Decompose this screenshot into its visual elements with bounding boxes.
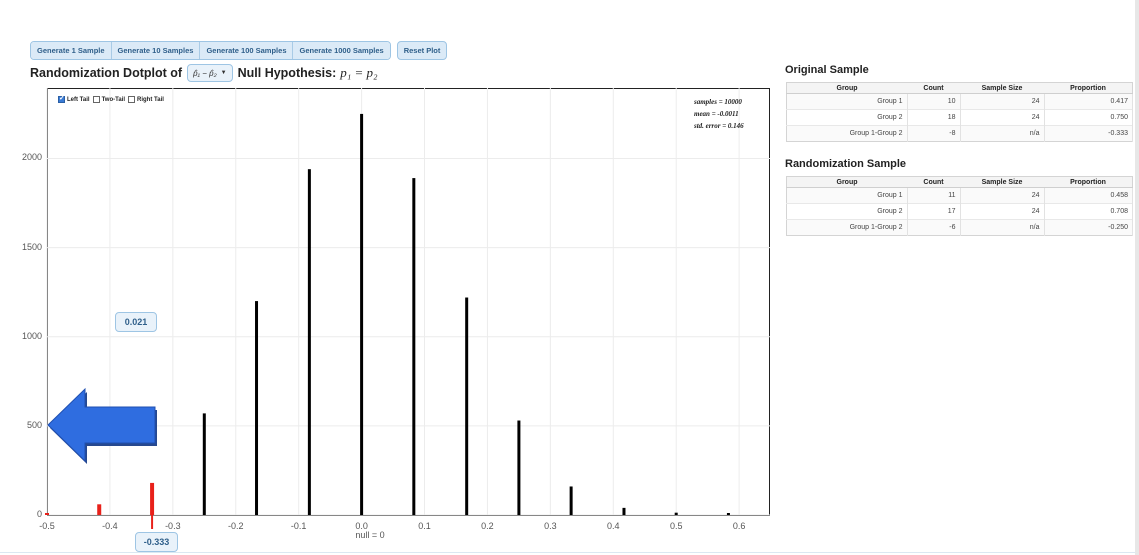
col-group: Group: [786, 82, 907, 94]
table-cell: -6: [907, 219, 961, 236]
generate-button-group: Generate 1 Sample Generate 10 Samples Ge…: [30, 41, 391, 60]
statistic-select[interactable]: p̂₁ − p̂₂ ▼: [187, 64, 233, 82]
table-cell: Group 1-Group 2: [786, 125, 908, 142]
x-tick-label: -0.5: [39, 521, 55, 531]
generate-1000-samples-button[interactable]: Generate 1000 Samples: [293, 42, 390, 59]
table-cell: Group 1: [786, 187, 908, 204]
two-tail-checkbox[interactable]: [92, 96, 100, 103]
toolbar: Generate 1 Sample Generate 10 Samples Ge…: [30, 41, 448, 60]
mean-stat: mean = -0.0011: [694, 110, 739, 118]
col-count: Count: [907, 82, 960, 94]
table-cell: Group 1: [786, 93, 908, 110]
y-tick-label: 1000: [21, 330, 42, 341]
right-tail-checkbox[interactable]: [128, 96, 136, 103]
table-row: Group 1 10 24 0.417: [786, 93, 1133, 110]
statistic-select-value: p̂₁ − p̂₂: [193, 68, 217, 78]
x-tick-label: 0.2: [481, 521, 494, 531]
original-sample-table: Group Count Sample Size Proportion Group…: [786, 82, 1133, 142]
original-sample-title: Original Sample: [785, 64, 869, 76]
col-sample-size: Sample Size: [960, 82, 1044, 94]
col-proportion: Proportion: [1044, 176, 1133, 188]
right-tail-option[interactable]: Right Tail: [128, 96, 164, 103]
tail-options: Left Tail Two-Tail Right Tail: [58, 94, 167, 103]
table-row: Group 1-Group 2 -8 n/a -0.333: [786, 125, 1133, 142]
x-tick-label: 0.6: [732, 521, 746, 531]
x-tick-label: -0.1: [290, 521, 307, 531]
plot-title-text: Randomization Dotplot of: [30, 66, 183, 80]
table-cell: Group 2: [786, 109, 908, 126]
table-cell: 0.708: [1044, 203, 1133, 220]
table-cell: 0.458: [1044, 187, 1133, 204]
left-tail-option[interactable]: Left Tail: [58, 94, 90, 103]
plot-title: Randomization Dotplot of p̂₁ − p̂₂ ▼ Nul…: [30, 64, 378, 82]
table-row: Group 2 17 24 0.708: [786, 203, 1133, 220]
y-tick-label: 1500: [21, 241, 42, 252]
null-value-label: null = 0: [355, 530, 385, 540]
page-scrollbar[interactable]: [1135, 0, 1139, 555]
null-hypothesis-equation: p₁ = p₂: [340, 65, 378, 80]
y-tick-label: 0: [36, 509, 42, 519]
table-cell: n/a: [960, 219, 1045, 236]
left-tail-checkbox[interactable]: [58, 94, 65, 103]
table-cell: 10: [907, 93, 961, 110]
table-row: Group 1 11 24 0.458: [786, 187, 1133, 204]
x-tick-label: -0.2: [227, 521, 244, 531]
summary-stats: samples = 10000 mean = -0.0011 std. erro…: [694, 96, 744, 132]
generate-1-sample-button[interactable]: Generate 1 Sample: [31, 42, 112, 59]
table-cell: Group 2: [786, 203, 908, 220]
tail-proportion-box: 0.021: [115, 312, 157, 332]
left-tail-label: Left Tail: [67, 96, 90, 103]
table-row: Group 2 18 24 0.750: [786, 109, 1133, 126]
footer-divider: [0, 552, 1135, 553]
x-tick-label: 0.3: [544, 521, 557, 531]
table-cell: Group 1-Group 2: [786, 219, 908, 236]
reset-plot-button[interactable]: Reset Plot: [396, 41, 448, 60]
null-hypothesis-label: Null Hypothesis:: [237, 66, 337, 80]
x-tick-label: 0.1: [418, 521, 431, 531]
table-cell: -0.250: [1044, 219, 1133, 236]
right-tail-label: Right Tail: [137, 96, 164, 103]
cutoff-value-box[interactable]: -0.333: [135, 532, 178, 552]
x-tick-label: 0.4: [607, 521, 620, 531]
table-cell: n/a: [960, 125, 1045, 142]
y-tick-label: 2000: [21, 152, 42, 163]
table-cell: 17: [907, 203, 961, 220]
two-tail-label: Two-Tail: [101, 96, 126, 103]
generate-10-samples-button[interactable]: Generate 10 Samples: [111, 42, 201, 59]
table-cell: 0.750: [1044, 109, 1133, 126]
col-sample-size: Sample Size: [960, 176, 1044, 188]
table-cell: 24: [960, 187, 1045, 204]
table-cell: -8: [907, 125, 961, 142]
table-cell: 24: [960, 203, 1045, 220]
y-tick-label: 500: [26, 419, 42, 430]
table-cell: 0.417: [1044, 93, 1133, 110]
col-group: Group: [786, 176, 907, 188]
dotplot-frame: [47, 88, 770, 516]
table-row: Group 1-Group 2 -6 n/a -0.250: [786, 219, 1133, 236]
col-proportion: Proportion: [1044, 82, 1133, 94]
std-error-stat: std. error = 0.146: [694, 122, 744, 130]
table-cell: 24: [960, 109, 1045, 126]
x-tick-label: -0.3: [165, 521, 181, 531]
table-cell: 11: [907, 187, 961, 204]
randomization-sample-title: Randomization Sample: [785, 158, 907, 170]
samples-stat: samples = 10000: [694, 98, 742, 106]
table-cell: 24: [960, 93, 1045, 110]
table-cell: -0.333: [1044, 125, 1133, 142]
randomization-sample-table: Group Count Sample Size Proportion Group…: [786, 176, 1133, 236]
x-tick-label: 0.5: [669, 521, 683, 531]
col-count: Count: [907, 176, 960, 188]
table-cell: 18: [907, 109, 961, 126]
chevron-down-icon: ▼: [220, 70, 227, 76]
generate-100-samples-button[interactable]: Generate 100 Samples: [200, 42, 294, 59]
x-tick-label: -0.4: [102, 521, 118, 531]
two-tail-option[interactable]: Two-Tail: [92, 96, 126, 103]
x-tick-label: 0.0: [355, 521, 368, 531]
